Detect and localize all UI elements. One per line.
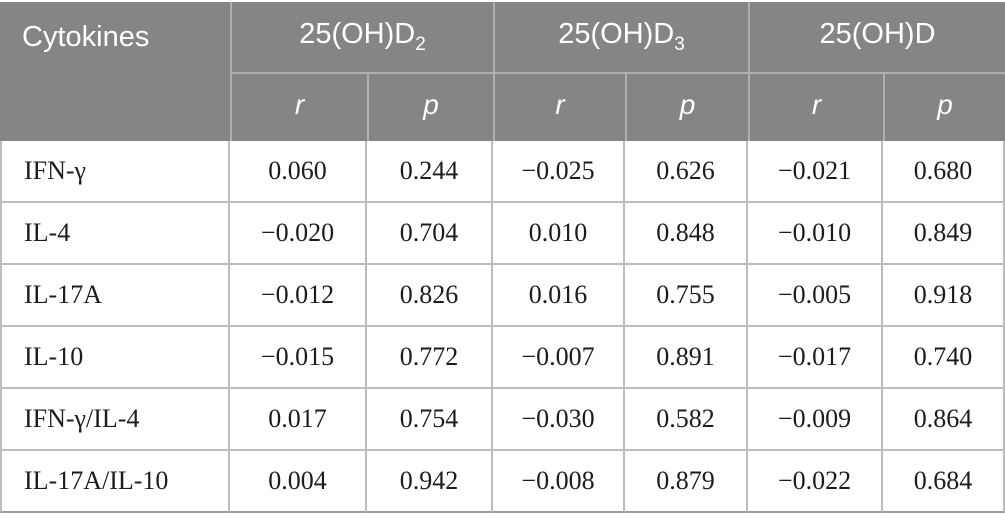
value-cell: 0.772 — [367, 327, 493, 389]
header-r-25ohd3: r — [493, 72, 625, 141]
value-cell: −0.009 — [748, 389, 883, 451]
value-cell: 0.918 — [883, 265, 1005, 327]
header-cytokines: Cytokines — [0, 2, 230, 141]
stat-header-row: r p r p r p — [0, 72, 1005, 141]
group-label-base: 25(OH)D — [558, 18, 675, 50]
value-cell: −0.022 — [748, 451, 883, 513]
row-label: IFN-γ/IL-4 — [0, 389, 230, 451]
value-cell: 0.626 — [625, 141, 748, 203]
value-cell: 0.680 — [883, 141, 1005, 203]
group-label-subscript: 3 — [674, 34, 685, 55]
group-label-base: 25(OH)D — [299, 18, 416, 50]
group-header-row: Cytokines 25(OH)D2 25(OH)D3 25(OH)D — [0, 2, 1005, 141]
row-label: IL-17A/IL-10 — [0, 451, 230, 513]
header-group-25ohd3: 25(OH)D3 — [493, 2, 748, 72]
row-label: IL-10 — [0, 327, 230, 389]
value-cell: −0.030 — [493, 389, 625, 451]
value-cell: −0.025 — [493, 141, 625, 203]
value-cell: 0.864 — [883, 389, 1005, 451]
value-cell: 0.755 — [625, 265, 748, 327]
table-row: IFN-γ 0.060 0.244 −0.025 0.626 −0.021 0.… — [0, 141, 1005, 203]
cytokine-correlation-table: Cytokines 25(OH)D2 25(OH)D3 25(OH)D r p … — [0, 2, 1005, 513]
header-p-25ohd3: p — [625, 72, 748, 141]
value-cell: 0.891 — [625, 327, 748, 389]
row-label: IFN-γ — [0, 141, 230, 203]
value-cell: −0.007 — [493, 327, 625, 389]
value-cell: 0.684 — [883, 451, 1005, 513]
table-header: Cytokines 25(OH)D2 25(OH)D3 25(OH)D r p … — [0, 2, 1005, 141]
group-label-base: 25(OH)D — [819, 18, 936, 50]
table-row: IL-17A −0.012 0.826 0.016 0.755 −0.005 0… — [0, 265, 1005, 327]
table-row: IL-17A/IL-10 0.004 0.942 −0.008 0.879 −0… — [0, 451, 1005, 513]
header-p-25ohd: p — [883, 72, 1005, 141]
value-cell: −0.005 — [748, 265, 883, 327]
table-row: IL-4 −0.020 0.704 0.010 0.848 −0.010 0.8… — [0, 203, 1005, 265]
value-cell: 0.704 — [367, 203, 493, 265]
value-cell: −0.015 — [230, 327, 367, 389]
value-cell: 0.754 — [367, 389, 493, 451]
value-cell: 0.060 — [230, 141, 367, 203]
value-cell: −0.020 — [230, 203, 367, 265]
header-group-25ohd2: 25(OH)D2 — [230, 2, 493, 72]
header-r-25ohd2: r — [230, 72, 367, 141]
table-row: IFN-γ/IL-4 0.017 0.754 −0.030 0.582 −0.0… — [0, 389, 1005, 451]
table-body: IFN-γ 0.060 0.244 −0.025 0.626 −0.021 0.… — [0, 141, 1005, 513]
value-cell: −0.017 — [748, 327, 883, 389]
value-cell: 0.016 — [493, 265, 625, 327]
value-cell: 0.004 — [230, 451, 367, 513]
row-label: IL-4 — [0, 203, 230, 265]
header-r-25ohd: r — [748, 72, 883, 141]
value-cell: −0.012 — [230, 265, 367, 327]
value-cell: 0.848 — [625, 203, 748, 265]
value-cell: 0.582 — [625, 389, 748, 451]
value-cell: −0.008 — [493, 451, 625, 513]
header-group-25ohd: 25(OH)D — [748, 2, 1005, 72]
value-cell: 0.017 — [230, 389, 367, 451]
value-cell: 0.942 — [367, 451, 493, 513]
value-cell: −0.010 — [748, 203, 883, 265]
value-cell: 0.740 — [883, 327, 1005, 389]
group-label-subscript: 2 — [415, 34, 426, 55]
value-cell: 0.849 — [883, 203, 1005, 265]
value-cell: 0.826 — [367, 265, 493, 327]
row-label: IL-17A — [0, 265, 230, 327]
value-cell: 0.010 — [493, 203, 625, 265]
value-cell: −0.021 — [748, 141, 883, 203]
table-row: IL-10 −0.015 0.772 −0.007 0.891 −0.017 0… — [0, 327, 1005, 389]
value-cell: 0.244 — [367, 141, 493, 203]
header-p-25ohd2: p — [367, 72, 493, 141]
value-cell: 0.879 — [625, 451, 748, 513]
